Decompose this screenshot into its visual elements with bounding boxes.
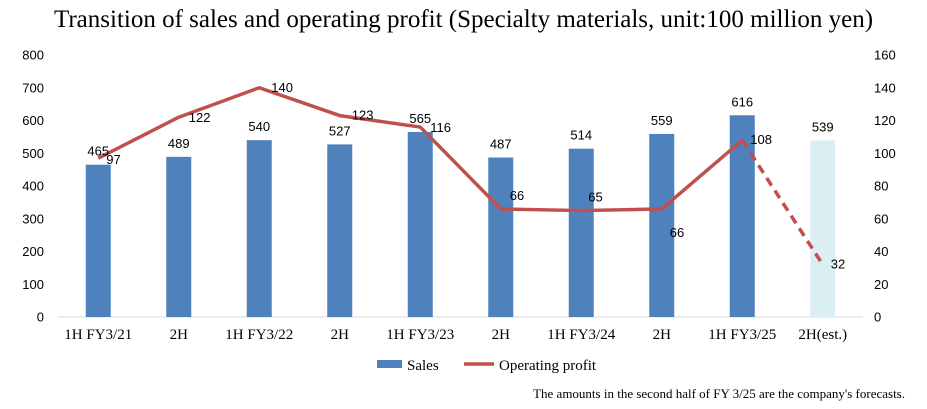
operating-profit-line: [97, 86, 744, 213]
x-axis-tick-label: 1H FY3/21: [64, 327, 132, 343]
x-axis-tick-label: 2H: [653, 327, 672, 343]
operating-profit-data-label: 116: [430, 120, 451, 135]
sales-bar: [407, 131, 433, 317]
operating-profit-data-label: 32: [831, 257, 845, 272]
right-axis-tick-label: 60: [874, 211, 888, 226]
x-axis-tick-label: 1H FY3/22: [225, 327, 293, 343]
sales-data-label: 465: [87, 144, 109, 159]
sales-data-label: 527: [329, 123, 351, 138]
sales-data-label: 540: [248, 119, 270, 134]
sales-bar: [327, 144, 353, 317]
x-axis-tick-label: 1H FY3/25: [708, 327, 776, 343]
sales-bar-estimate: [810, 140, 836, 317]
right-axis-tick-label: 120: [874, 113, 896, 128]
x-axis-tick-label: 2H(est.): [798, 327, 847, 343]
legend-sales-label: Sales: [407, 358, 439, 374]
left-axis-tick-label: 0: [37, 310, 44, 325]
sales-bar: [649, 133, 675, 317]
operating-profit-data-label: 97: [106, 152, 120, 167]
sales-bar: [246, 140, 272, 317]
sales-data-label: 539: [812, 119, 834, 134]
right-axis-tick-label: 160: [874, 48, 896, 63]
right-axis-tick-label: 140: [874, 80, 896, 95]
right-axis-tick-label: 80: [874, 179, 888, 194]
left-axis-tick-label: 300: [22, 211, 44, 226]
sales-data-label: 616: [731, 94, 753, 109]
sales-data-label: 559: [651, 113, 673, 128]
sales-bar: [488, 157, 514, 317]
sales-bar: [85, 164, 111, 317]
operating-profit-data-label: 108: [750, 132, 772, 147]
right-axis-tick-label: 0: [874, 310, 881, 325]
x-axis-tick-label: 2H: [492, 327, 511, 343]
sales-data-label: 565: [409, 111, 431, 126]
left-axis-tick-label: 400: [22, 179, 44, 194]
operating-profit-forecast-line: [740, 139, 825, 266]
chart-title: Transition of sales and operating profit…: [53, 6, 874, 33]
right-axis-tick-label: 100: [874, 146, 896, 161]
sales-bar: [166, 156, 192, 317]
left-axis-tick-label: 700: [22, 80, 44, 95]
x-axis-tick-label: 1H FY3/24: [547, 327, 615, 343]
operating-profit-data-label: 66: [510, 188, 524, 203]
operating-profit-data-label: 140: [271, 80, 293, 95]
left-axis-tick-label: 800: [22, 48, 44, 63]
legend-sales-swatch: [377, 360, 402, 368]
operating-profit-data-label: 65: [588, 190, 602, 205]
sales-data-label: 514: [570, 128, 592, 143]
x-axis-tick-label: 1H FY3/23: [386, 327, 454, 343]
right-axis-tick-label: 20: [874, 277, 888, 292]
footnote: The amounts in the second half of FY 3/2…: [533, 386, 905, 401]
operating-profit-data-label: 122: [189, 110, 211, 125]
x-axis-tick-label: 2H: [331, 327, 350, 343]
left-axis-tick-label: 500: [22, 146, 44, 161]
left-axis-tick-label: 600: [22, 113, 44, 128]
left-axis-tick-label: 200: [22, 244, 44, 259]
legend-operating-profit-label: Operating profit: [499, 358, 597, 374]
sales-data-label: 489: [168, 136, 190, 151]
operating-profit-data-label: 66: [670, 225, 684, 240]
right-axis-tick-label: 40: [874, 244, 888, 259]
sales-bar: [568, 148, 594, 317]
x-axis-tick-label: 2H: [170, 327, 189, 343]
operating-profit-data-label: 123: [352, 108, 374, 123]
sales-data-label: 487: [490, 137, 512, 152]
left-axis-tick-label: 100: [22, 277, 44, 292]
